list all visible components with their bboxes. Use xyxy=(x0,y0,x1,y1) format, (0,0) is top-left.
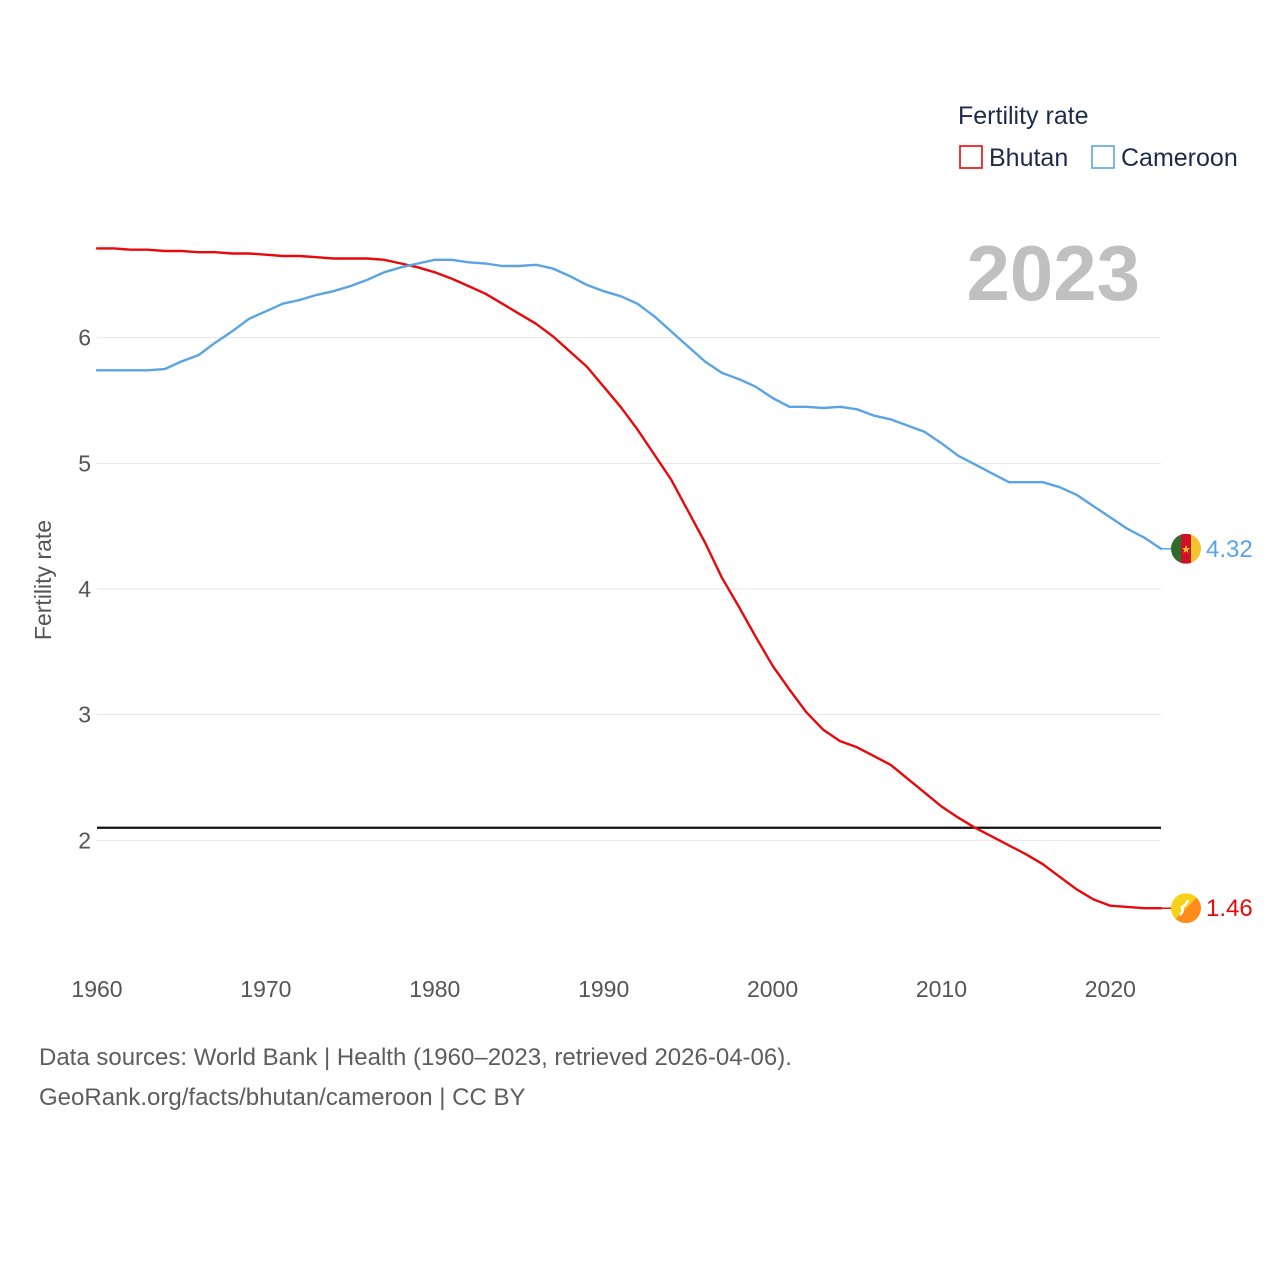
x-tick-label-1960: 1960 xyxy=(71,976,122,1002)
legend-label-bhutan[interactable]: Bhutan xyxy=(989,144,1068,172)
x-tick-label-2020: 2020 xyxy=(1085,976,1136,1002)
footer-sources: Data sources: World Bank | Health (1960–… xyxy=(39,1044,792,1071)
legend-swatch-cameroon[interactable] xyxy=(1091,145,1115,169)
y-tick-label-5: 5 xyxy=(78,450,91,476)
y-axis-ticks: 2 3 4 5 6 xyxy=(78,325,91,854)
legend-label-cameroon[interactable]: Cameroon xyxy=(1121,144,1238,172)
y-tick-label-3: 3 xyxy=(78,702,91,728)
y-tick-label-4: 4 xyxy=(78,576,91,602)
footer-attribution[interactable]: GeoRank.org/facts/bhutan/cameroon | CC B… xyxy=(39,1084,526,1111)
legend-swatch-bhutan[interactable] xyxy=(959,145,983,169)
cameroon-flag-icon: ★ xyxy=(1171,533,1201,564)
series-lines xyxy=(95,247,1163,910)
x-tick-label-1970: 1970 xyxy=(240,976,291,1002)
x-tick-label-2010: 2010 xyxy=(916,976,967,1002)
legend: Fertility rate Bhutan Cameroon xyxy=(958,102,1238,172)
bhutan-flag-icon xyxy=(1171,893,1201,924)
series-line-bhutan[interactable] xyxy=(95,247,1163,910)
legend-title: Fertility rate xyxy=(958,102,1089,130)
grid xyxy=(97,337,1161,841)
end-value-label-cameroon: 4.32 xyxy=(1206,536,1253,563)
y-axis-title: Fertility rate xyxy=(30,520,56,640)
x-tick-label-2000: 2000 xyxy=(747,976,798,1002)
x-axis-ticks: 1960 1970 1980 1990 2000 2010 2020 xyxy=(71,976,1136,1002)
series-end-markers: 1.46 ★ 4.32 xyxy=(1161,533,1253,924)
x-tick-label-1980: 1980 xyxy=(409,976,460,1002)
current-year-label: 2023 xyxy=(966,229,1140,317)
y-tick-label-2: 2 xyxy=(78,827,91,853)
svg-text:★: ★ xyxy=(1181,544,1191,556)
x-tick-label-1990: 1990 xyxy=(578,976,629,1002)
series-line-cameroon[interactable] xyxy=(95,258,1163,550)
y-tick-label-6: 6 xyxy=(78,325,91,351)
end-value-label-bhutan: 1.46 xyxy=(1206,895,1253,922)
